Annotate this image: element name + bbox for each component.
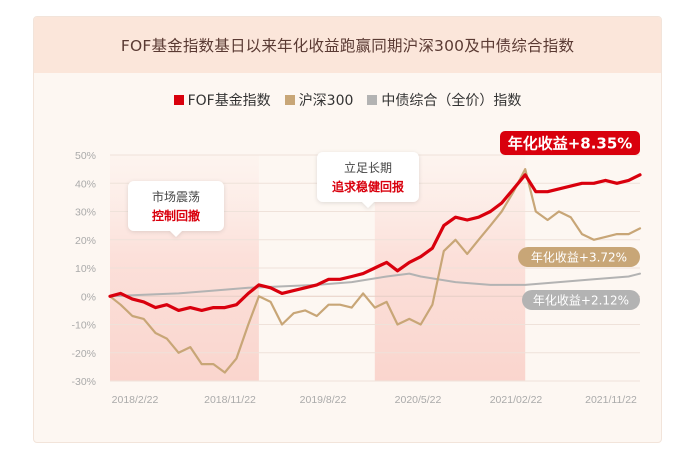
legend-label-hs300: 沪深300 <box>298 93 354 109</box>
x-tick-label: 2018/11/22 <box>204 394 256 406</box>
return-label-0: 年化收益+8.35% <box>500 131 640 155</box>
callout-pointer <box>170 231 182 237</box>
legend: FOF基金指数 沪深300 中债综合（全价）指数 <box>34 89 661 111</box>
x-tick-label: 2019/8/22 <box>300 394 347 406</box>
return-label-bg <box>500 131 640 155</box>
legend-label-bond: 中债综合（全价）指数 <box>381 93 522 109</box>
y-tick-label: 50% <box>75 150 96 162</box>
y-tick-label: 40% <box>75 178 96 190</box>
chart-title: FOF基金指数基日以来年化收益跑赢同期沪深300及中债综合指数 <box>120 37 575 55</box>
y-tick-label: -20% <box>71 348 96 360</box>
return-label-1: 年化收益+3.72% <box>518 247 640 267</box>
legend-swatch-fof <box>173 95 184 105</box>
callout-line2: 追求稳健回报 <box>332 179 404 194</box>
chart-header: FOF基金指数基日以来年化收益跑赢同期沪深300及中债综合指数 <box>34 17 661 73</box>
series-line-0 <box>108 173 642 312</box>
callout-bg <box>128 181 224 231</box>
callout-line1: 市场震荡 <box>152 189 200 204</box>
y-tick-label: 10% <box>75 263 96 275</box>
callout-bg <box>317 152 419 202</box>
legend-item-fof: FOF基金指数 <box>173 90 271 110</box>
return-label-text: 年化收益+2.12% <box>533 293 629 307</box>
return-label-2: 年化收益+2.12% <box>522 290 640 310</box>
series-lines <box>108 168 642 374</box>
series-line-1 <box>108 168 642 374</box>
legend-swatch-bond <box>367 95 378 105</box>
callout-pointer <box>362 202 374 208</box>
x-tick-label: 2018/2/22 <box>112 394 159 406</box>
x-tick-label: 2021/02/22 <box>490 394 543 406</box>
y-tick-label: 20% <box>75 235 96 247</box>
y-tick-label: 30% <box>75 207 96 219</box>
callout-line2: 控制回撤 <box>152 208 200 223</box>
x-tick-label: 2020/5/22 <box>395 394 442 406</box>
y-tick-label: -30% <box>71 376 96 388</box>
legend-swatch-hs300 <box>284 95 295 105</box>
callout-line1: 立足长期 <box>344 160 392 175</box>
legend-item-bond: 中债综合（全价）指数 <box>367 90 521 110</box>
series-line-2 <box>109 272 641 298</box>
return-label-text: 年化收益+3.72% <box>531 250 627 264</box>
return-label-bg <box>522 290 640 310</box>
legend-label-fof: FOF基金指数 <box>187 93 271 109</box>
return-label-bg <box>518 247 640 267</box>
x-tick-label: 2021/11/22 <box>585 394 637 406</box>
y-tick-label: 0% <box>81 291 96 303</box>
y-tick-label: -10% <box>71 320 96 332</box>
legend-item-hs300: 沪深300 <box>284 90 354 110</box>
return-label-text: 年化收益+8.35% <box>508 134 633 152</box>
